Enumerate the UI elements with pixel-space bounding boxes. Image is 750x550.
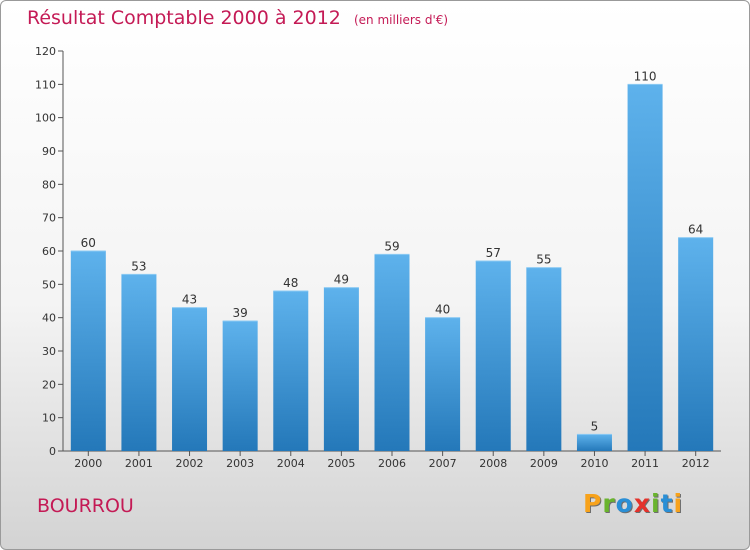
x-tick-label-2000: 2000 bbox=[74, 457, 102, 470]
x-tick-label-2001: 2001 bbox=[125, 457, 153, 470]
y-tick-label: 80 bbox=[42, 178, 56, 191]
logo-letter: i bbox=[673, 489, 684, 518]
data-label-2010: 5 bbox=[591, 419, 599, 433]
data-label-2007: 40 bbox=[435, 303, 450, 317]
bar-2001 bbox=[121, 274, 157, 451]
y-tick-label: 90 bbox=[42, 145, 56, 158]
bar-2002 bbox=[172, 307, 208, 451]
bar-2008 bbox=[475, 261, 511, 451]
x-tick-label-2005: 2005 bbox=[327, 457, 355, 470]
data-label-2006: 59 bbox=[384, 239, 399, 253]
y-tick-label: 100 bbox=[35, 112, 56, 125]
logo-letter: r bbox=[602, 489, 616, 518]
y-tick-label: 70 bbox=[42, 212, 56, 225]
x-tick-label-2011: 2011 bbox=[631, 457, 659, 470]
data-label-2001: 53 bbox=[131, 259, 146, 273]
bar-2009 bbox=[526, 267, 562, 451]
x-tick-label-2010: 2010 bbox=[580, 457, 608, 470]
x-tick-label-2002: 2002 bbox=[176, 457, 204, 470]
y-tick-label: 10 bbox=[42, 412, 56, 425]
x-tick-label-2008: 2008 bbox=[479, 457, 507, 470]
bar-2012 bbox=[678, 237, 714, 451]
bar-2010 bbox=[576, 434, 612, 451]
data-label-2003: 39 bbox=[233, 306, 248, 320]
proxiti-logo: Proxiti bbox=[583, 489, 683, 518]
x-tick-label-2003: 2003 bbox=[226, 457, 254, 470]
y-tick-label: 50 bbox=[42, 278, 56, 291]
bar-2005 bbox=[323, 287, 359, 451]
bar-2007 bbox=[425, 317, 461, 451]
data-label-2000: 60 bbox=[81, 236, 96, 250]
data-label-2011: 110 bbox=[634, 69, 657, 83]
bar-2000 bbox=[70, 251, 106, 451]
x-tick-label-2004: 2004 bbox=[277, 457, 305, 470]
bar-2004 bbox=[273, 291, 309, 451]
x-tick-label-2012: 2012 bbox=[682, 457, 710, 470]
data-label-2002: 43 bbox=[182, 293, 197, 307]
y-tick-label: 20 bbox=[42, 378, 56, 391]
logo-letter: P bbox=[583, 489, 603, 518]
title-main: Résultat Comptable 2000 à 2012 bbox=[27, 7, 341, 29]
logo-letter: t bbox=[660, 489, 674, 518]
y-tick-label: 30 bbox=[42, 345, 56, 358]
commune-name: BOURROU bbox=[37, 495, 134, 517]
data-label-2009: 55 bbox=[536, 253, 551, 267]
data-label-2012: 64 bbox=[688, 223, 703, 237]
x-tick-label-2006: 2006 bbox=[378, 457, 406, 470]
logo-letter: o bbox=[615, 489, 634, 518]
data-label-2005: 49 bbox=[334, 273, 349, 287]
bar-2003 bbox=[222, 321, 258, 451]
logo-letter: i bbox=[651, 489, 661, 518]
y-tick-label: 40 bbox=[42, 312, 56, 325]
y-tick-label: 60 bbox=[42, 245, 56, 258]
y-tick-label: 0 bbox=[49, 445, 56, 458]
data-label-2008: 57 bbox=[486, 246, 501, 260]
data-label-2004: 48 bbox=[283, 276, 298, 290]
logo-letter: x bbox=[633, 489, 651, 518]
y-tick-label: 120 bbox=[35, 45, 56, 58]
x-tick-label-2007: 2007 bbox=[429, 457, 457, 470]
y-tick-label: 110 bbox=[35, 78, 56, 91]
title-unit: (en milliers d'€) bbox=[353, 13, 449, 27]
bar-2006 bbox=[374, 254, 410, 451]
x-tick-label-2009: 2009 bbox=[530, 457, 558, 470]
bar-2011 bbox=[627, 84, 663, 451]
chart-title: Résultat Comptable 2000 à 2012 (en milli… bbox=[27, 7, 448, 29]
